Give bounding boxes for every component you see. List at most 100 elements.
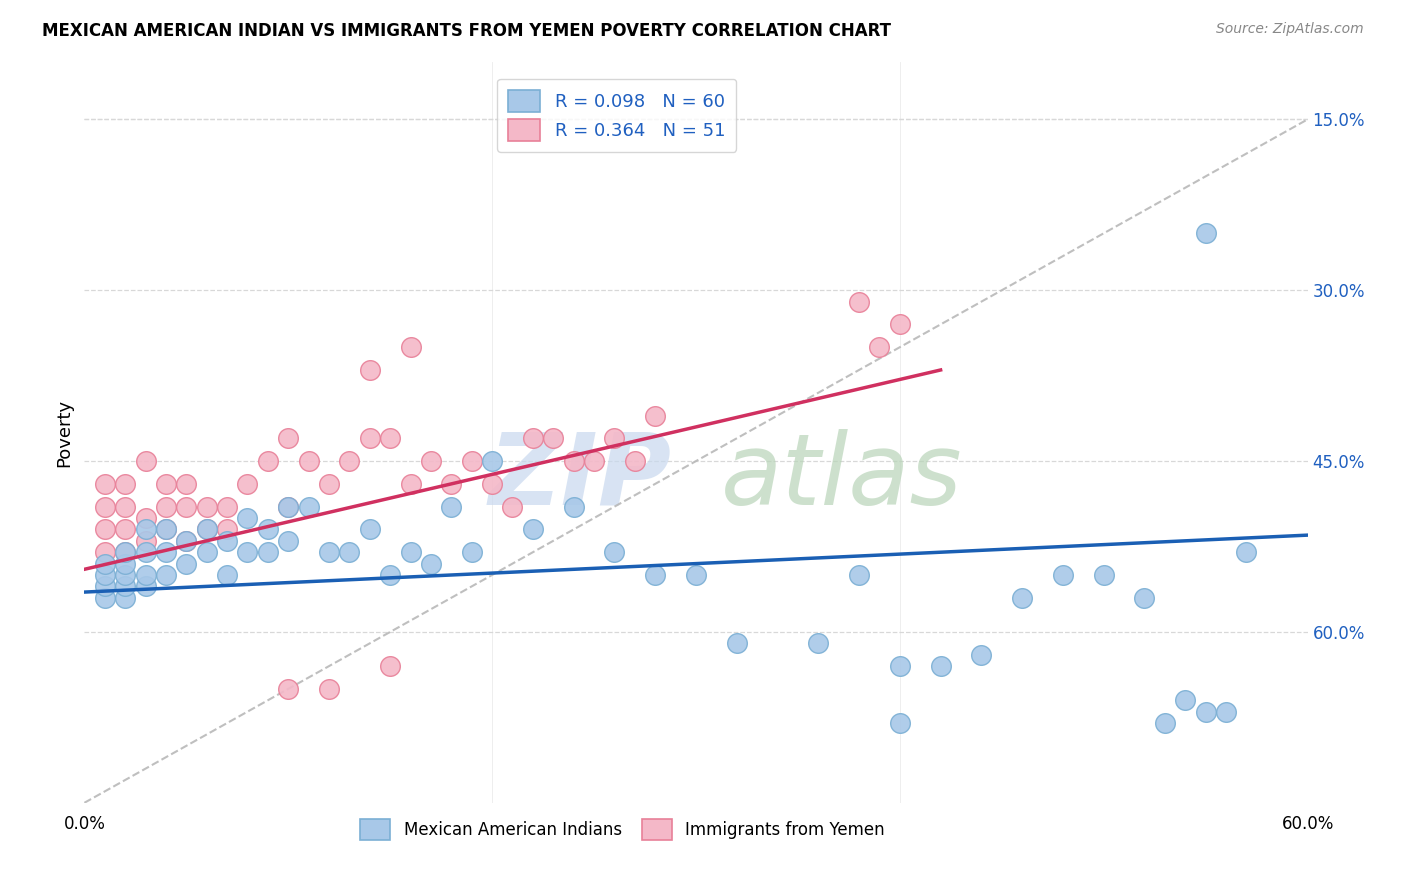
Point (93, 579, 115, 593)
Point (155, 523, 177, 537)
Point (217, 500, 239, 514)
Point (399, 545, 422, 559)
Legend: Mexican American Indians, Immigrants from Yemen: Mexican American Indians, Immigrants fro… (354, 813, 891, 847)
Point (522, 431, 544, 445)
Point (359, 363, 381, 377)
Point (848, 294, 870, 309)
Point (1195, 227, 1218, 241)
Point (114, 557, 136, 571)
Point (195, 523, 218, 537)
Point (277, 533, 299, 548)
Point (174, 533, 197, 548)
Point (725, 636, 748, 650)
Point (114, 545, 136, 559)
Point (481, 454, 503, 468)
Point (869, 340, 891, 354)
Point (174, 500, 197, 514)
Point (298, 454, 321, 468)
Point (339, 545, 361, 559)
Point (114, 476, 136, 491)
Point (135, 454, 157, 468)
Point (114, 523, 136, 537)
Point (1174, 693, 1197, 707)
Point (1092, 568, 1115, 582)
Point (93, 476, 115, 491)
Point (277, 500, 299, 514)
Point (1195, 705, 1218, 719)
Point (93, 557, 115, 571)
Point (644, 568, 666, 582)
Point (318, 476, 340, 491)
Point (807, 636, 830, 650)
Point (562, 454, 585, 468)
Point (195, 500, 218, 514)
Point (889, 659, 911, 673)
Point (236, 511, 259, 525)
Point (93, 500, 115, 514)
Point (399, 340, 422, 354)
Point (318, 681, 340, 696)
Point (277, 431, 299, 445)
Point (603, 431, 626, 445)
Point (257, 545, 280, 559)
Point (359, 431, 381, 445)
Point (461, 545, 484, 559)
Point (135, 533, 157, 548)
Point (970, 648, 993, 662)
Point (522, 523, 544, 537)
Point (380, 431, 402, 445)
Point (1133, 591, 1156, 605)
Point (174, 476, 197, 491)
Point (461, 454, 484, 468)
Point (889, 716, 911, 731)
Point (135, 523, 157, 537)
Point (380, 659, 402, 673)
Point (155, 545, 177, 559)
Point (174, 557, 197, 571)
Point (174, 533, 197, 548)
Point (93, 591, 115, 605)
Point (1236, 545, 1258, 559)
Point (277, 681, 299, 696)
Point (1215, 705, 1237, 719)
Point (93, 568, 115, 582)
Point (440, 500, 463, 514)
Point (440, 476, 463, 491)
Point (380, 568, 402, 582)
Y-axis label: Poverty: Poverty (55, 399, 73, 467)
Point (889, 318, 911, 332)
Text: Source: ZipAtlas.com: Source: ZipAtlas.com (1216, 22, 1364, 37)
Point (318, 545, 340, 559)
Point (624, 454, 647, 468)
Point (135, 545, 157, 559)
Point (562, 500, 585, 514)
Point (481, 476, 503, 491)
Point (155, 476, 177, 491)
Point (685, 568, 707, 582)
Point (236, 476, 259, 491)
Point (420, 557, 443, 571)
Point (155, 500, 177, 514)
Point (217, 523, 239, 537)
Point (1052, 568, 1074, 582)
Point (583, 454, 606, 468)
Text: ZIP: ZIP (488, 428, 672, 525)
Point (135, 568, 157, 582)
Point (195, 545, 218, 559)
Point (543, 431, 565, 445)
Point (135, 579, 157, 593)
Point (644, 409, 666, 423)
Point (1154, 716, 1177, 731)
Point (114, 591, 136, 605)
Point (114, 545, 136, 559)
Text: MEXICAN AMERICAN INDIAN VS IMMIGRANTS FROM YEMEN POVERTY CORRELATION CHART: MEXICAN AMERICAN INDIAN VS IMMIGRANTS FR… (42, 22, 891, 40)
Point (114, 568, 136, 582)
Point (603, 545, 626, 559)
Point (298, 500, 321, 514)
Point (155, 523, 177, 537)
Point (339, 454, 361, 468)
Point (359, 523, 381, 537)
Point (929, 659, 952, 673)
Point (217, 568, 239, 582)
Point (135, 511, 157, 525)
